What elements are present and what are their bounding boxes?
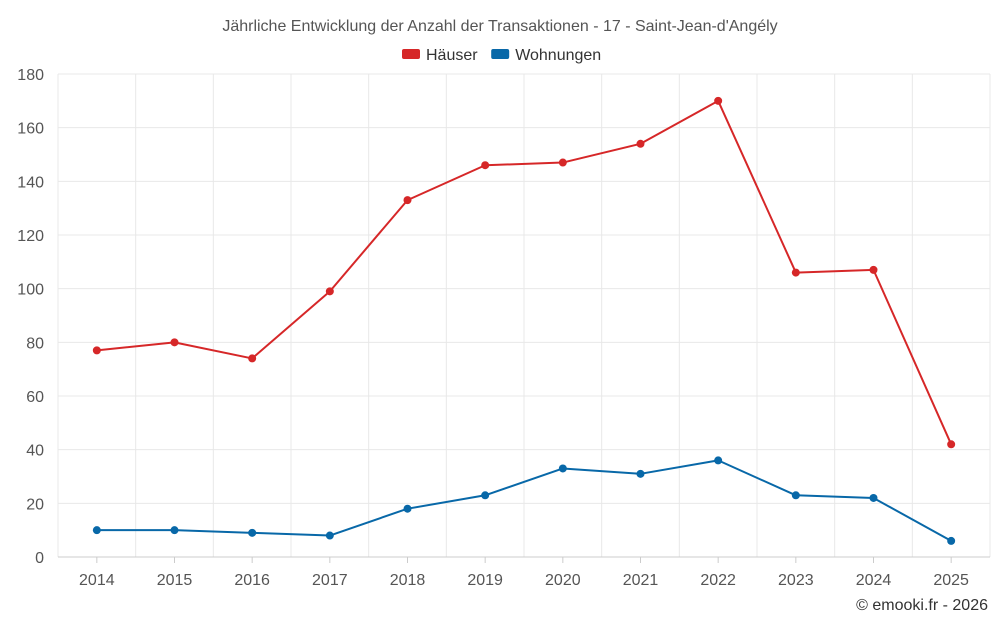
data-point-h-user: [791, 268, 800, 277]
data-point-wohnungen: [92, 526, 101, 535]
data-point-h-user: [403, 196, 412, 205]
data-point-wohnungen: [248, 528, 257, 537]
x-tick-label: 2020: [545, 572, 581, 589]
legend: Häuser Wohnungen: [402, 47, 601, 64]
y-tick-label: 60: [26, 389, 44, 406]
y-tick-label: 100: [17, 282, 44, 299]
data-point-wohnungen: [636, 469, 645, 478]
y-tick-label: 80: [26, 335, 44, 352]
data-point-wohnungen: [558, 464, 567, 473]
credit-text: © emooki.fr - 2026: [856, 597, 988, 614]
series-line-wohnungen: [96, 459, 952, 542]
y-tick-label: 120: [17, 228, 44, 245]
chart-title: Jährliche Entwicklung der Anzahl der Tra…: [222, 18, 777, 35]
series-line-h-user: [96, 99, 953, 445]
data-point-h-user: [714, 96, 723, 105]
data-point-h-user: [170, 338, 179, 347]
data-point-h-user: [947, 440, 956, 449]
x-tick-label: 2016: [234, 572, 270, 589]
gridlines: [57, 73, 991, 558]
x-tick-label: 2019: [467, 572, 503, 589]
data-point-wohnungen: [403, 504, 412, 513]
x-tick-label: 2024: [856, 572, 892, 589]
x-axis: 2014 2015 2016 2017 2018 2019 2020 2021 2022 2023…: [58, 556, 990, 589]
data-point-h-user: [636, 139, 645, 148]
x-tick-label: 2017: [312, 572, 348, 589]
data-point-wohnungen: [947, 536, 956, 545]
series-layer: [92, 96, 956, 545]
x-tick-label: 2021: [623, 572, 659, 589]
x-tick-label: 2018: [390, 572, 426, 589]
x-tick-label: 2014: [79, 572, 115, 589]
data-point-h-user: [325, 287, 334, 296]
legend-item: Häuser: [402, 47, 478, 64]
y-tick-label: 140: [17, 174, 44, 191]
data-point-wohnungen: [325, 531, 334, 540]
data-point-wohnungen: [791, 491, 800, 500]
data-point-h-user: [92, 346, 101, 355]
data-point-wohnungen: [714, 456, 723, 465]
y-tick-label: 40: [26, 443, 44, 460]
y-tick-label: 160: [17, 121, 44, 138]
data-point-h-user: [248, 354, 257, 363]
y-tick-label: 180: [17, 67, 44, 84]
x-tick-label: 2015: [157, 572, 193, 589]
data-point-h-user: [558, 158, 567, 167]
x-tick-label: 2025: [933, 572, 969, 589]
y-tick-label: 0: [35, 550, 44, 567]
data-point-h-user: [481, 161, 490, 170]
y-axis: 0 20 40 60 80 100 120 140 160 180: [17, 67, 44, 567]
legend-swatch: [491, 49, 510, 59]
x-tick-label: 2022: [700, 572, 736, 589]
data-point-wohnungen: [481, 491, 490, 500]
legend-label: Wohnungen: [515, 47, 601, 64]
legend-swatch: [402, 49, 420, 59]
data-point-wohnungen: [170, 526, 179, 535]
legend-label: Häuser: [426, 47, 478, 64]
y-tick-label: 20: [26, 496, 44, 513]
x-tick-label: 2023: [778, 572, 814, 589]
data-point-h-user: [869, 265, 878, 274]
legend-item: Wohnungen: [491, 47, 601, 64]
data-point-wohnungen: [869, 493, 878, 502]
